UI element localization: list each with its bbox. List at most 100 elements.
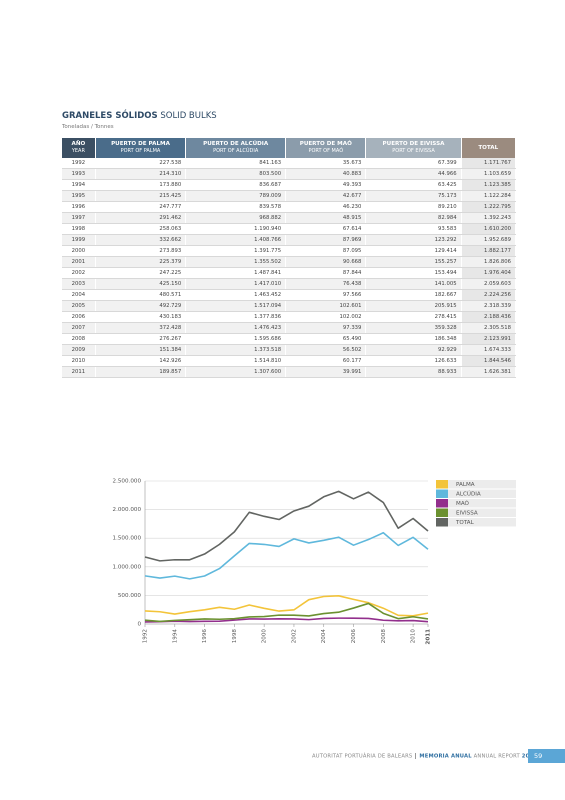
table-cell: 1.190.940 [185, 223, 287, 235]
header-sublabel: PORT OF MAÓ [308, 148, 344, 154]
separator [415, 753, 417, 759]
table-cell: 1.463.452 [185, 289, 287, 301]
table-cell: 1998 [62, 223, 96, 235]
table-cell: 425.150 [95, 278, 187, 290]
table-row: 2010 142.926 1.514.810 60.177 126.633 1.844.5… [62, 355, 517, 367]
table-cell: 291.462 [95, 212, 187, 224]
table-cell: 1.952.689 [461, 234, 517, 246]
table-cell: 1.610.200 [461, 223, 517, 235]
column-header: PUERTO DE MAÓ PORT OF MAÓ [285, 138, 367, 158]
table-cell: 123.292 [365, 234, 462, 246]
table-cell: 2004 [62, 289, 96, 301]
table-cell: 2010 [62, 355, 96, 367]
table-cell: 839.578 [185, 201, 287, 213]
table-cell: 46.230 [285, 201, 367, 213]
table-cell: 87.095 [285, 245, 367, 257]
x-tick-label: 2010 [411, 629, 417, 644]
table-cell: 151.384 [95, 344, 187, 356]
legend-row [436, 508, 516, 517]
header-label: PUERTO DE ALCÚDIA [203, 141, 269, 147]
table-cell: 2011 [62, 366, 96, 378]
table-cell: 1.355.502 [185, 256, 287, 268]
table-cell: 82.984 [365, 212, 462, 224]
table-cell: 1.417.010 [185, 278, 287, 290]
report-en: ANNUAL REPORT [473, 753, 520, 760]
y-tick-label: 2.500.000 [113, 479, 142, 485]
x-tick-label: 1998 [232, 629, 238, 644]
table-cell: 87.969 [285, 234, 367, 246]
x-tick-label: 2011 [426, 629, 432, 645]
x-tick-label: 2000 [262, 629, 268, 644]
table-cell: 67.614 [285, 223, 367, 235]
table-cell: 2000 [62, 245, 96, 257]
x-tick-label: 1992 [143, 629, 149, 643]
table-row: 2009 151.384 1.373.518 56.502 92.929 1.674.33… [62, 344, 517, 356]
table-cell: 1994 [62, 179, 96, 191]
table-row: 2007 372.428 1.476.423 97.339 359.328 2.305.5… [62, 322, 517, 334]
x-tick-label: 1996 [202, 629, 208, 644]
column-header: PUERTO DE ALCÚDIA PORT OF ALCÚDIA [185, 138, 287, 158]
table-cell: 492.729 [95, 300, 187, 312]
table-cell: 1.595.686 [185, 333, 287, 345]
footer: AUTORITAT PORTUÀRIA DE BALEARS MEMORIA AN… [312, 753, 537, 760]
table-row: 1997 291.462 968.882 48.915 82.984 1.392.243 [62, 212, 517, 224]
table-cell: 1.392.243 [461, 212, 517, 224]
table-cell: 1.171.767 [461, 158, 517, 169]
table-cell: 1.626.381 [461, 366, 517, 378]
legend-label: PALMA [456, 482, 475, 488]
table-cell: 35.673 [285, 158, 367, 169]
table-row: 1992 227.538 841.163 35.673 67.399 1.171.767 [62, 158, 517, 169]
table-cell: 126.633 [365, 355, 462, 367]
column-header: PUERTO DE EIVISSA PORT OF EIVISSA [365, 138, 462, 158]
table-row: 2011 189.857 1.307.600 39.991 88.933 1.626.38… [62, 366, 517, 378]
table-row: 2002 247.225 1.487.841 87.844 153.494 1.976.4… [62, 267, 517, 279]
table-cell: 1993 [62, 168, 96, 180]
y-tick-label: 1.500.000 [113, 536, 142, 542]
table-cell: 968.882 [185, 212, 287, 224]
table-cell: 1.222.795 [461, 201, 517, 213]
table-cell: 186.348 [365, 333, 462, 345]
table-cell: 173.880 [95, 179, 187, 191]
table-cell: 89.210 [365, 201, 462, 213]
table-cell: 102.601 [285, 300, 367, 312]
table-row: 2004 480.571 1.463.452 97.566 182.667 2.224.2… [62, 289, 517, 301]
table-cell: 87.844 [285, 267, 367, 279]
legend-label: MAÓ [456, 500, 470, 507]
table-cell: 141.005 [365, 278, 462, 290]
table-cell: 332.662 [95, 234, 187, 246]
table-cell: 2.123.991 [461, 333, 517, 345]
column-header: TOTAL [461, 138, 517, 158]
legend-swatch [436, 499, 448, 508]
table-cell: 76.438 [285, 278, 367, 290]
table-cell: 247.777 [95, 201, 187, 213]
table-row: 1994 173.880 836.687 49.393 63.425 1.123.385 [62, 179, 517, 191]
table-cell: 1.476.423 [185, 322, 287, 334]
table-row: 2008 276.267 1.595.686 65.490 186.348 2.123.9… [62, 333, 517, 345]
table-cell: 2008 [62, 333, 96, 345]
legend-swatch [436, 508, 448, 517]
table-row: 2001 225.379 1.355.502 90.668 155.257 1.826.8… [62, 256, 517, 268]
header-row: AÑO YEAR PUERTO DE PALMA PORT OF PALMA PUERT… [62, 138, 517, 158]
table-cell: 1.377.836 [185, 311, 287, 323]
header-label: PUERTO DE MAÓ [299, 141, 352, 147]
header-sublabel: YEAR [71, 148, 85, 154]
table-cell: 215.425 [95, 190, 187, 202]
table-cell: 90.668 [285, 256, 367, 268]
table-cell: 480.571 [95, 289, 187, 301]
table-cell: 1.408.766 [185, 234, 287, 246]
title-en: SOLID BULKS [160, 111, 217, 121]
table-cell: 789.009 [185, 190, 287, 202]
org: AUTORITAT PORTUÀRIA DE BALEARS [312, 753, 413, 760]
table-cell: 1.123.385 [461, 179, 517, 191]
series-line [144, 602, 429, 623]
y-tick-label: 0 [137, 622, 141, 628]
table-row: 1996 247.777 839.578 46.230 89.210 1.222.795 [62, 201, 517, 213]
y-tick-label: 500.000 [118, 593, 142, 599]
table-cell: 1.976.404 [461, 267, 517, 279]
legend-row [436, 518, 516, 527]
table-cell: 836.687 [185, 179, 287, 191]
header-label: PUERTO DE PALMA [111, 141, 170, 147]
table-cell: 205.915 [365, 300, 462, 312]
legend-swatch [436, 518, 448, 527]
table-cell: 2003 [62, 278, 96, 290]
